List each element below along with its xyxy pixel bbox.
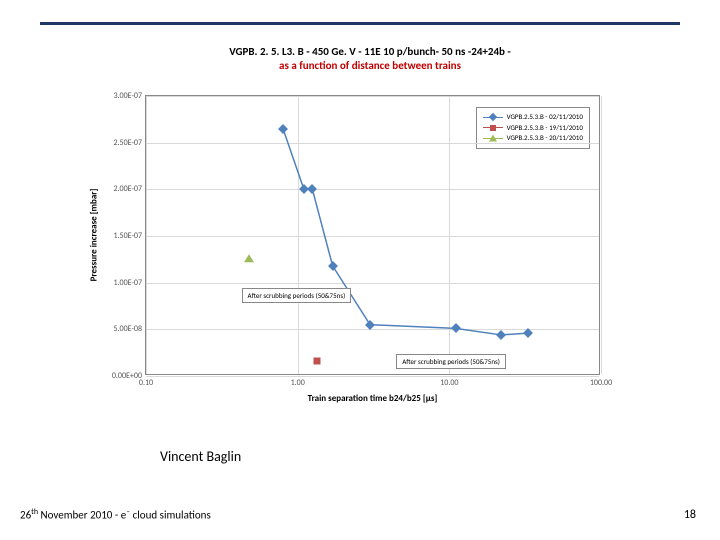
annotation: After scrubbing periods (50&75ns) (396, 354, 506, 369)
gridline-h (146, 189, 599, 190)
chart-title: VGPB. 2. 5. L3. B - 450 Ge. V - 11E 10 p… (100, 45, 640, 74)
ytick-label: 2.50E-07 (113, 138, 146, 148)
ytick-label: 1.00E-07 (113, 278, 146, 288)
xtick-label: 10.00 (440, 374, 458, 388)
data-point (307, 184, 317, 194)
triangle-icon (489, 135, 497, 142)
chart-title-line1: VGPB. 2. 5. L3. B - 450 Ge. V - 11E 10 p… (229, 45, 511, 58)
gridline-v (146, 96, 147, 374)
data-point (278, 124, 288, 134)
xtick-label: 0.10 (139, 374, 153, 388)
ytick-label: 2.00E-07 (113, 184, 146, 194)
legend-item: VGPB.2.5.3.B - 19/11/2010 (483, 123, 583, 134)
diamond-icon (488, 113, 496, 121)
footer-rest: November 2010 - e⁻ cloud simulations (38, 509, 211, 522)
data-point (451, 323, 461, 333)
legend-label: VGPB.2.5.3.B - 19/11/2010 (507, 123, 583, 134)
ytick-label: 1.50E-07 (113, 231, 146, 241)
footer-date-day: 26 (20, 509, 31, 522)
ytick-label: 5.00E-08 (113, 324, 146, 334)
gridline-v (601, 96, 602, 374)
y-axis-label: Pressure increase [mbar] (89, 189, 100, 282)
page-number: 18 (684, 508, 696, 522)
xtick-label: 100.00 (590, 374, 612, 388)
legend-item: VGPB.2.5.3.B - 02/11/2010 (483, 112, 583, 123)
gridline-h (146, 376, 599, 377)
gridline-h (146, 236, 599, 237)
square-icon (490, 125, 496, 131)
legend-label: VGPB.2.5.3.B - 02/11/2010 (507, 112, 583, 123)
x-axis-label: Train separation time b24/b25 [µs] (145, 393, 600, 404)
data-point (244, 255, 254, 263)
footer: 26th November 2010 - e⁻ cloud simulation… (20, 507, 211, 522)
annotation: After scrubbing periods (50&75ns) (242, 288, 352, 303)
gridline-h (146, 283, 599, 284)
footer-date-ordinal: th (31, 507, 38, 517)
ytick-label: 3.00E-07 (113, 91, 146, 101)
data-point (314, 358, 321, 365)
data-point (328, 261, 338, 271)
gridline-h (146, 143, 599, 144)
gridline-v (449, 96, 450, 374)
xtick-label: 1.00 (291, 374, 305, 388)
gridline-h (146, 96, 599, 97)
data-point (496, 330, 506, 340)
credit: Vincent Baglin (160, 448, 241, 465)
chart-title-line2: as a function of distance between trains (279, 59, 461, 72)
plot-area: VGPB.2.5.3.B - 02/11/2010VGPB.2.5.3.B - … (145, 95, 600, 375)
top-rule (40, 22, 680, 25)
chart: VGPB. 2. 5. L3. B - 450 Ge. V - 11E 10 p… (100, 45, 640, 425)
data-point (365, 320, 375, 330)
gridline-v (298, 96, 299, 374)
